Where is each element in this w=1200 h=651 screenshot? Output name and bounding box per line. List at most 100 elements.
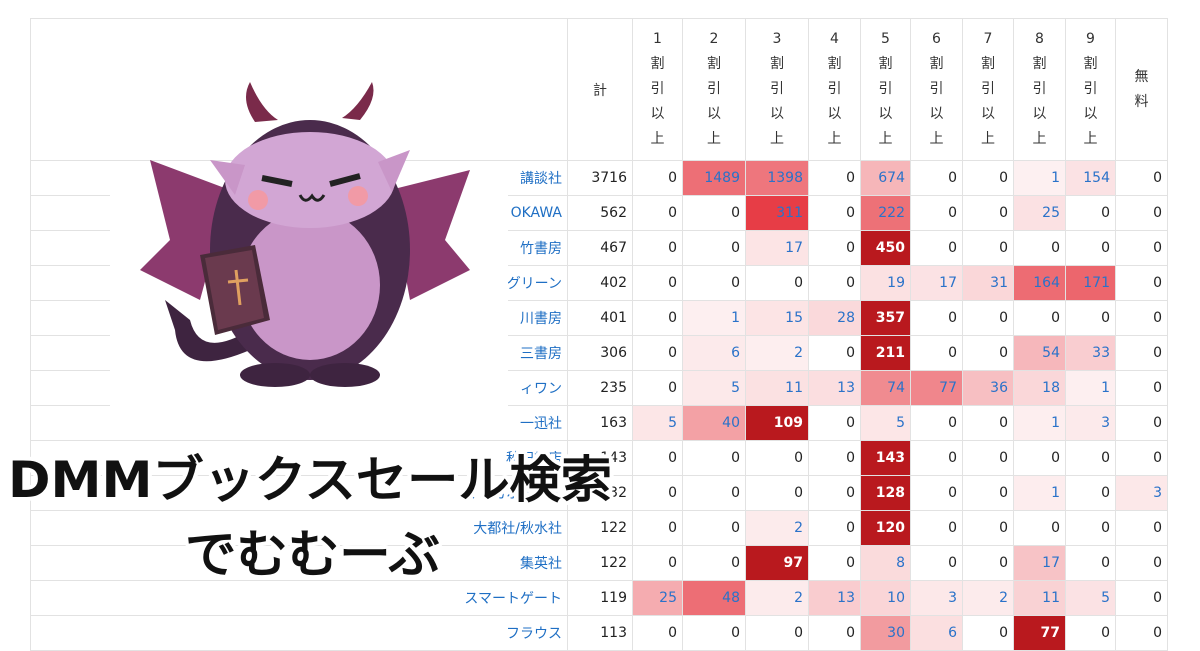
count-cell: 0: [1065, 195, 1116, 231]
publisher-link[interactable]: グリーン: [506, 276, 562, 292]
count-cell[interactable]: 450: [860, 230, 911, 266]
count-cell[interactable]: 15: [745, 300, 809, 336]
count-cell[interactable]: 5: [1065, 580, 1116, 616]
count-cell[interactable]: 28: [808, 300, 861, 336]
count-cell[interactable]: 74: [860, 370, 911, 406]
count-cell[interactable]: 97: [745, 545, 809, 581]
banner: DMMブックスセール検索 でむむーぶ: [4, 447, 616, 589]
count-cell[interactable]: 1: [1013, 405, 1066, 441]
count-cell[interactable]: 1: [1013, 160, 1066, 196]
count-cell[interactable]: 311: [745, 195, 809, 231]
publisher-link[interactable]: スマートゲート: [464, 591, 562, 607]
count-cell[interactable]: 13: [808, 370, 861, 406]
name-cell: 秋田書店: [30, 440, 568, 476]
count-cell[interactable]: 120: [860, 510, 911, 546]
publisher-link[interactable]: 講談社: [520, 171, 562, 187]
column-header: 2割引以上: [682, 18, 746, 161]
count-cell[interactable]: 164: [1013, 265, 1066, 301]
count-cell: 0: [682, 615, 746, 651]
count-cell[interactable]: 1: [682, 300, 746, 336]
count-cell: 0: [1013, 230, 1066, 266]
publisher-link[interactable]: ィワン: [520, 381, 562, 397]
banner-title: DMMブックスセール検索: [8, 451, 612, 509]
total-cell: 122: [567, 545, 633, 581]
column-label: 1割引以上: [650, 31, 665, 147]
publisher-link[interactable]: 秋田書店: [506, 451, 562, 467]
count-cell[interactable]: 31: [962, 265, 1014, 301]
count-cell[interactable]: 5: [682, 370, 746, 406]
publisher-link[interactable]: 集英社: [520, 556, 562, 572]
count-cell[interactable]: 10: [860, 580, 911, 616]
devil-illustration: [140, 82, 470, 387]
total-cell: 235: [567, 370, 633, 406]
count-cell[interactable]: 2: [962, 580, 1014, 616]
count-cell[interactable]: 33: [1065, 335, 1116, 371]
count-cell[interactable]: 128: [860, 475, 911, 511]
count-cell: 0: [1065, 440, 1116, 476]
count-cell[interactable]: 11: [1013, 580, 1066, 616]
count-cell: 0: [910, 230, 963, 266]
count-cell[interactable]: 1489: [682, 160, 746, 196]
publisher-link[interactable]: OKAWA: [510, 205, 562, 221]
count-cell: 0: [1013, 440, 1066, 476]
count-cell[interactable]: 48: [682, 580, 746, 616]
count-cell[interactable]: 109: [745, 405, 809, 441]
count-cell: 0: [808, 160, 861, 196]
count-cell: 0: [682, 510, 746, 546]
column-label: 6割引以上: [929, 31, 944, 147]
count-cell: 0: [808, 475, 861, 511]
column-label: 3割引以上: [770, 31, 784, 147]
count-cell[interactable]: 3: [1115, 475, 1168, 511]
publisher-link[interactable]: 一迅社: [520, 416, 562, 432]
count-cell[interactable]: 5: [632, 405, 683, 441]
count-cell[interactable]: 77: [910, 370, 963, 406]
count-cell: 0: [682, 440, 746, 476]
count-cell: 0: [1115, 195, 1168, 231]
count-cell[interactable]: 1: [1065, 370, 1116, 406]
publisher-link[interactable]: 川書房: [520, 311, 562, 327]
count-cell: 0: [682, 195, 746, 231]
count-cell[interactable]: 17: [745, 230, 809, 266]
count-cell: 0: [962, 195, 1014, 231]
count-cell[interactable]: 171: [1065, 265, 1116, 301]
row: マンガボックス 132 0 0 0 0 128 0 0 1 0 3: [30, 475, 1168, 511]
count-cell[interactable]: 222: [860, 195, 911, 231]
count-cell: 0: [632, 615, 683, 651]
count-cell: 0: [962, 510, 1014, 546]
publisher-link[interactable]: マンガボックス: [464, 486, 562, 502]
count-cell: 0: [962, 615, 1014, 651]
count-cell: 0: [1115, 545, 1168, 581]
count-cell[interactable]: 18: [1013, 370, 1066, 406]
count-cell: 0: [808, 195, 861, 231]
count-cell[interactable]: 154: [1065, 160, 1116, 196]
column-header: 無料: [1115, 18, 1168, 161]
column-label: 無料: [1134, 68, 1149, 110]
count-cell[interactable]: 1398: [745, 160, 809, 196]
count-cell: 0: [682, 230, 746, 266]
count-cell[interactable]: 8: [860, 545, 911, 581]
count-cell[interactable]: 13: [808, 580, 861, 616]
name-cell: マンガボックス: [30, 475, 568, 511]
count-cell[interactable]: 54: [1013, 335, 1066, 371]
count-cell[interactable]: 36: [962, 370, 1014, 406]
count-cell[interactable]: 17: [910, 265, 963, 301]
count-cell[interactable]: 357: [860, 300, 911, 336]
count-cell: 0: [682, 265, 746, 301]
publisher-link[interactable]: フラウス: [506, 626, 562, 642]
count-cell[interactable]: 40: [682, 405, 746, 441]
publisher-link[interactable]: 大都社/秋水社: [473, 521, 562, 537]
count-cell[interactable]: 2: [745, 335, 809, 371]
publisher-link[interactable]: 三書房: [520, 346, 562, 362]
column-label: 4割引以上: [827, 31, 842, 147]
count-cell[interactable]: 30: [860, 615, 911, 651]
publisher-link[interactable]: 竹書房: [520, 241, 562, 257]
column-label: 2割引以上: [707, 31, 721, 147]
total-cell: 122: [567, 510, 633, 546]
column-label: 5割引以上: [878, 31, 893, 147]
count-cell: 0: [962, 230, 1014, 266]
count-cell[interactable]: 2: [745, 580, 809, 616]
count-cell[interactable]: 6: [910, 615, 963, 651]
count-cell[interactable]: 11: [745, 370, 809, 406]
count-cell[interactable]: 17: [1013, 545, 1066, 581]
